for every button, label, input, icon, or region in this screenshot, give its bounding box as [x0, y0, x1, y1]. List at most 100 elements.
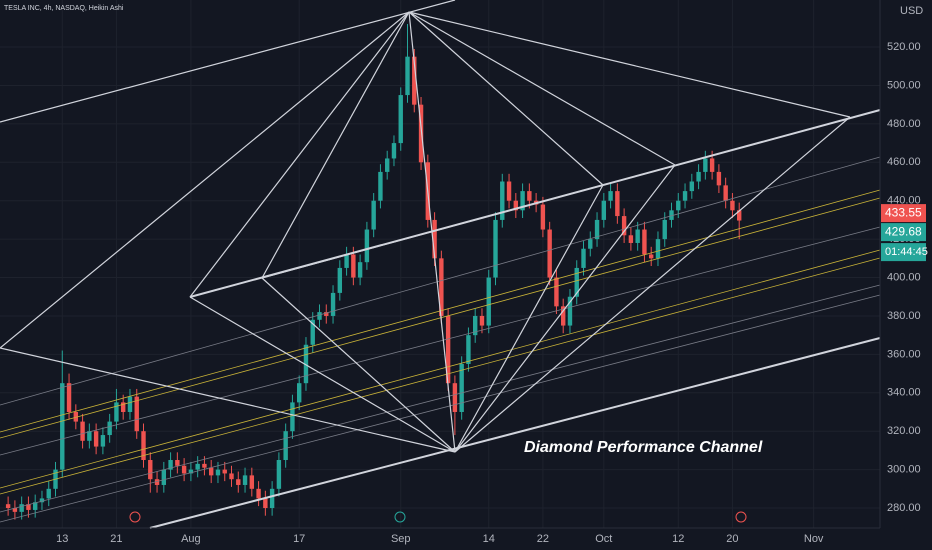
candle-body: [703, 158, 708, 172]
diamond-line: [408, 11, 676, 166]
y-tick-label: 400.00: [887, 271, 921, 283]
candles: [5, 24, 742, 520]
x-tick-label: Oct: [595, 533, 612, 545]
candle-body: [188, 469, 194, 474]
x-tick-label: 17: [293, 533, 305, 545]
candle-body: [432, 219, 437, 259]
candle-body: [283, 431, 288, 461]
candle-body: [73, 411, 79, 422]
candle-body: [181, 465, 187, 474]
candle-body: [60, 383, 65, 470]
candle-body: [682, 191, 688, 201]
x-tick-label: Aug: [181, 533, 201, 545]
candle-body: [493, 219, 498, 278]
candle-body: [540, 204, 546, 230]
candle-body: [561, 306, 566, 326]
candle-body: [635, 229, 640, 243]
candle-body: [378, 171, 383, 201]
diamond-line: [408, 11, 851, 118]
candle-body: [344, 254, 349, 268]
y-axis-label: USD: [900, 5, 923, 17]
x-tick-label: Sep: [391, 533, 411, 545]
candle-body: [649, 254, 654, 259]
candle-body: [19, 504, 24, 512]
diamond-line: [189, 296, 456, 453]
candle-body: [276, 460, 282, 489]
diamond-line: [261, 184, 604, 279]
channel-line: [0, 156, 881, 406]
candle-body: [215, 469, 221, 476]
candle-body: [141, 431, 146, 461]
candle-body: [689, 181, 695, 192]
candle-body: [134, 396, 139, 432]
candle-body: [716, 171, 722, 186]
channel-line: [0, 249, 881, 489]
event-icon: [735, 511, 747, 523]
candle-body: [209, 467, 214, 476]
candle-body: [168, 460, 173, 470]
axes: 280.00 300.00 320.00 340.00 360.00 380.00 400.…: [56, 41, 928, 545]
candle-body: [364, 229, 370, 263]
y-tick-label: 360.00: [887, 348, 921, 360]
candle-body: [175, 460, 180, 466]
candle-body: [148, 460, 153, 480]
candle-body: [114, 402, 119, 422]
candle-body: [567, 296, 573, 326]
diamond-line: [0, 347, 456, 453]
countdown: 01:44:45: [885, 246, 928, 258]
candle-body: [351, 254, 356, 278]
y-tick-label: 520.00: [887, 41, 921, 53]
candle-body: [5, 504, 11, 509]
candle-body: [709, 158, 715, 172]
candle-body: [80, 421, 85, 441]
candle-body: [506, 181, 512, 201]
x-tick-label: 12: [672, 533, 684, 545]
candle-body: [473, 315, 478, 336]
chart-title: TESLA INC, 4h, NASDAQ, Heikin Ashi: [4, 5, 124, 12]
x-tick-label: 21: [110, 533, 122, 545]
candle-body: [39, 498, 45, 503]
candle-body: [154, 479, 160, 485]
candle-body: [398, 95, 403, 144]
event-icon: [129, 511, 141, 523]
channel-line: [0, 257, 881, 495]
diamond-line: [408, 11, 604, 186]
y-tick-label: 340.00: [887, 387, 921, 399]
candle-body: [385, 158, 390, 172]
y-tick-label: 440.00: [887, 195, 921, 207]
price-axis: [880, 0, 932, 550]
y-tick-label: 280.00: [887, 502, 921, 514]
drawings: [0, 0, 881, 529]
candle-body: [723, 185, 728, 201]
candle-body: [222, 469, 227, 474]
candle-body: [242, 475, 248, 485]
candle-body: [229, 473, 234, 480]
channel-line: [0, 0, 456, 123]
candle-body: [195, 463, 200, 470]
channel-line: [0, 226, 881, 456]
candle-body: [621, 216, 627, 236]
candle-body: [418, 104, 424, 163]
candle-body: [479, 315, 485, 326]
candle-body: [655, 239, 661, 259]
candle-body: [676, 200, 681, 211]
candle-body: [574, 267, 579, 297]
candle-body: [554, 277, 559, 307]
annotation: Diamond Performance Channel: [524, 439, 763, 456]
candle-body: [324, 312, 329, 316]
candle-body: [662, 219, 667, 240]
countdown-box: [881, 243, 926, 262]
candle-body: [466, 335, 471, 364]
candle-body: [608, 191, 613, 201]
y-tick-label: 500.00: [887, 79, 921, 91]
diamond-line: [261, 11, 410, 279]
y-tick-label: 380.00: [887, 310, 921, 322]
channel-line: [0, 197, 881, 439]
event-icon: [394, 511, 406, 523]
candle-body: [500, 181, 505, 220]
x-tick-label: Nov: [804, 533, 824, 545]
diamond-line: [454, 116, 851, 453]
diamond-line: [189, 11, 410, 298]
x-tick-label: 13: [56, 533, 68, 545]
candle-body: [66, 383, 72, 412]
